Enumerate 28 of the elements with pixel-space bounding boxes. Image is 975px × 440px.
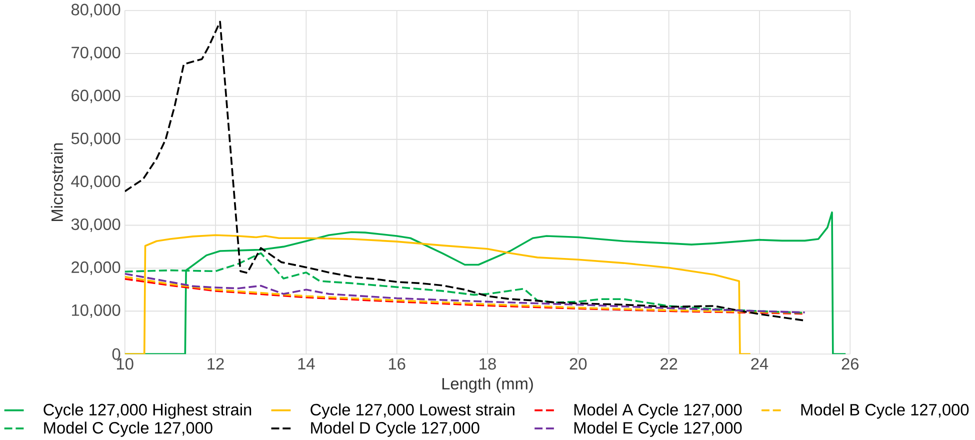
x-axis-title: Length (mm) [442, 378, 533, 393]
x-tick-label: 26 [842, 358, 859, 370]
y-axis-title: Microstrain [50, 143, 63, 222]
x-tick-label: 16 [388, 358, 406, 370]
y-tick-label: 50,000 [71, 132, 120, 146]
y-tick-label: 10,000 [72, 304, 120, 318]
legend-label: Model A Cycle 127,000 [574, 404, 742, 419]
y-tick-label: 40,000 [71, 176, 120, 190]
y-tick-label: 30,000 [71, 218, 120, 232]
x-tick-label: 12 [208, 358, 224, 370]
x-tick-label: 24 [751, 358, 768, 370]
y-tick-label: 20,000 [72, 262, 120, 276]
y-tick-label: 80,000 [71, 4, 120, 18]
legend-label: Model C Cycle 127,000 [44, 422, 212, 438]
y-tick-label: 60,000 [72, 90, 120, 104]
x-tick-label: 20 [570, 358, 587, 370]
y-tick-label: 0 [112, 348, 120, 360]
line-series [124, 20, 806, 322]
x-tick-label: 18 [480, 358, 496, 370]
legend-label: Model B Cycle 127,000 [801, 404, 969, 419]
x-tick-label: 10 [117, 358, 134, 370]
x-tick-label: 22 [660, 358, 678, 370]
x-tick-label: 14 [298, 358, 315, 370]
legend-label: Model E Cycle 127,000 [574, 422, 742, 438]
y-tick-label: 70,000 [72, 46, 120, 60]
legend-label: Cycle 127,000 Lowest strain [310, 404, 514, 419]
legend-label: Model D Cycle 127,000 [311, 422, 480, 438]
legend-label: Cycle 127,000 Highest strain [44, 404, 252, 419]
